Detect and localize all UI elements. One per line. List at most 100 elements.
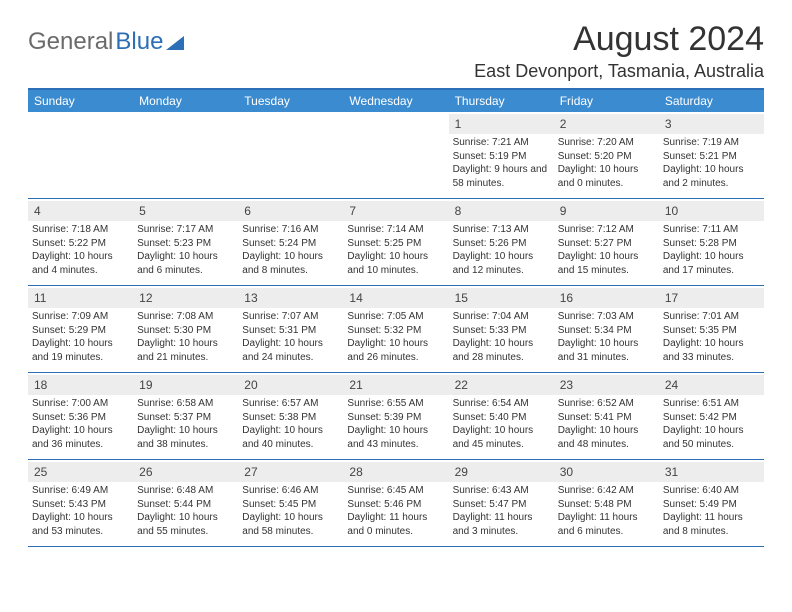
daylight-line: Daylight: 9 hours and 58 minutes. (453, 163, 550, 190)
month-title: August 2024 (474, 20, 764, 59)
day-number: 22 (449, 375, 554, 395)
daylight-line: Daylight: 10 hours and 45 minutes. (453, 424, 550, 451)
day-cell: 19Sunrise: 6:58 AMSunset: 5:37 PMDayligh… (133, 373, 238, 459)
day-number: 13 (238, 288, 343, 308)
sunrise-line: Sunrise: 6:54 AM (453, 397, 550, 411)
sunrise-line: Sunrise: 6:43 AM (453, 484, 550, 498)
sunrise-line: Sunrise: 7:20 AM (558, 136, 655, 150)
day-number: 8 (449, 201, 554, 221)
day-cell: 27Sunrise: 6:46 AMSunset: 5:45 PMDayligh… (238, 460, 343, 546)
day-cell: 22 Sunrise: 6:54 AMSunset: 5:40 PMDayligh… (449, 373, 554, 459)
day-number: 16 (554, 288, 659, 308)
sunset-line: Sunset: 5:38 PM (242, 411, 339, 425)
sunrise-line: Sunrise: 7:00 AM (32, 397, 129, 411)
daylight-line: Daylight: 11 hours and 3 minutes. (453, 511, 550, 538)
sunrise-line: Sunrise: 7:21 AM (453, 136, 550, 150)
daylight-line: Daylight: 10 hours and 55 minutes. (137, 511, 234, 538)
sunrise-line: Sunrise: 7:09 AM (32, 310, 129, 324)
sunrise-line: Sunrise: 6:51 AM (663, 397, 760, 411)
sunset-line: Sunset: 5:27 PM (558, 237, 655, 251)
week-row: 1Sunrise: 7:21 AMSunset: 5:19 PMDaylight… (28, 112, 764, 199)
brand-logo: GeneralBlue (28, 28, 184, 56)
week-row: 11Sunrise: 7:09 AMSunset: 5:29 PMDayligh… (28, 286, 764, 373)
sunrise-line: Sunrise: 6:52 AM (558, 397, 655, 411)
daylight-line: Daylight: 10 hours and 26 minutes. (347, 337, 444, 364)
calendar-grid: Sunday Monday Tuesday Wednesday Thursday… (28, 88, 764, 547)
sunset-line: Sunset: 5:19 PM (453, 150, 550, 164)
sunrise-line: Sunrise: 7:16 AM (242, 223, 339, 237)
day-number: 3 (659, 114, 764, 134)
logo-triangle-icon (166, 36, 184, 50)
sunset-line: Sunset: 5:47 PM (453, 498, 550, 512)
day-cell: 23 Sunrise: 6:52 AMSunset: 5:41 PMDayligh… (554, 373, 659, 459)
sunset-line: Sunset: 5:33 PM (453, 324, 550, 338)
day-cell: 15Sunrise: 7:04 AMSunset: 5:33 PMDayligh… (449, 286, 554, 372)
day-number: 26 (133, 462, 238, 482)
day-number (343, 114, 448, 118)
sunset-line: Sunset: 5:25 PM (347, 237, 444, 251)
daylight-line: Daylight: 10 hours and 19 minutes. (32, 337, 129, 364)
day-number: 2 (554, 114, 659, 134)
sunset-line: Sunset: 5:30 PM (137, 324, 234, 338)
sunset-line: Sunset: 5:42 PM (663, 411, 760, 425)
day-number: 10 (659, 201, 764, 221)
day-cell: 6Sunrise: 7:16 AMSunset: 5:24 PMDaylight… (238, 199, 343, 285)
day-cell: 1Sunrise: 7:21 AMSunset: 5:19 PMDaylight… (449, 112, 554, 198)
daylight-line: Daylight: 10 hours and 38 minutes. (137, 424, 234, 451)
day-cell: 21Sunrise: 6:55 AMSunset: 5:39 PMDayligh… (343, 373, 448, 459)
day-cell: 25Sunrise: 6:49 AMSunset: 5:43 PMDayligh… (28, 460, 133, 546)
sunset-line: Sunset: 5:49 PM (663, 498, 760, 512)
daylight-line: Daylight: 10 hours and 43 minutes. (347, 424, 444, 451)
daylight-line: Daylight: 10 hours and 53 minutes. (32, 511, 129, 538)
dayhead-sat: Saturday (659, 90, 764, 112)
brand-part2: Blue (115, 28, 163, 56)
sunrise-line: Sunrise: 6:58 AM (137, 397, 234, 411)
sunrise-line: Sunrise: 6:40 AM (663, 484, 760, 498)
daylight-line: Daylight: 10 hours and 12 minutes. (453, 250, 550, 277)
day-cell: 30Sunrise: 6:42 AMSunset: 5:48 PMDayligh… (554, 460, 659, 546)
day-cell: 14Sunrise: 7:05 AMSunset: 5:32 PMDayligh… (343, 286, 448, 372)
week-row: 25Sunrise: 6:49 AMSunset: 5:43 PMDayligh… (28, 460, 764, 547)
week-row: 18Sunrise: 7:00 AMSunset: 5:36 PMDayligh… (28, 373, 764, 460)
day-cell (343, 112, 448, 198)
day-number: 11 (28, 288, 133, 308)
sunset-line: Sunset: 5:34 PM (558, 324, 655, 338)
sunrise-line: Sunrise: 7:08 AM (137, 310, 234, 324)
day-number: 23 (554, 375, 659, 395)
sunset-line: Sunset: 5:48 PM (558, 498, 655, 512)
day-cell: 11Sunrise: 7:09 AMSunset: 5:29 PMDayligh… (28, 286, 133, 372)
sunset-line: Sunset: 5:21 PM (663, 150, 760, 164)
daylight-line: Daylight: 10 hours and 15 minutes. (558, 250, 655, 277)
daylight-line: Daylight: 10 hours and 8 minutes. (242, 250, 339, 277)
daylight-line: Daylight: 10 hours and 31 minutes. (558, 337, 655, 364)
sunset-line: Sunset: 5:46 PM (347, 498, 444, 512)
sunset-line: Sunset: 5:41 PM (558, 411, 655, 425)
daylight-line: Daylight: 10 hours and 4 minutes. (32, 250, 129, 277)
day-number: 25 (28, 462, 133, 482)
day-cell: 10Sunrise: 7:11 AMSunset: 5:28 PMDayligh… (659, 199, 764, 285)
sunset-line: Sunset: 5:23 PM (137, 237, 234, 251)
daylight-line: Daylight: 10 hours and 50 minutes. (663, 424, 760, 451)
dayhead-tue: Tuesday (238, 90, 343, 112)
day-number: 5 (133, 201, 238, 221)
sunset-line: Sunset: 5:40 PM (453, 411, 550, 425)
day-cell: 17Sunrise: 7:01 AMSunset: 5:35 PMDayligh… (659, 286, 764, 372)
day-number: 24 (659, 375, 764, 395)
daylight-line: Daylight: 10 hours and 48 minutes. (558, 424, 655, 451)
day-number: 18 (28, 375, 133, 395)
day-cell (133, 112, 238, 198)
day-cell: 16Sunrise: 7:03 AMSunset: 5:34 PMDayligh… (554, 286, 659, 372)
title-block: August 2024 East Devonport, Tasmania, Au… (474, 20, 764, 82)
day-number: 20 (238, 375, 343, 395)
sunrise-line: Sunrise: 7:13 AM (453, 223, 550, 237)
sunset-line: Sunset: 5:35 PM (663, 324, 760, 338)
sunset-line: Sunset: 5:31 PM (242, 324, 339, 338)
sunset-line: Sunset: 5:32 PM (347, 324, 444, 338)
daylight-line: Daylight: 10 hours and 17 minutes. (663, 250, 760, 277)
day-cell (28, 112, 133, 198)
day-cell: 26Sunrise: 6:48 AMSunset: 5:44 PMDayligh… (133, 460, 238, 546)
sunset-line: Sunset: 5:20 PM (558, 150, 655, 164)
sunset-line: Sunset: 5:39 PM (347, 411, 444, 425)
dayhead-fri: Friday (554, 90, 659, 112)
day-cell: 24 Sunrise: 6:51 AMSunset: 5:42 PMDayligh… (659, 373, 764, 459)
